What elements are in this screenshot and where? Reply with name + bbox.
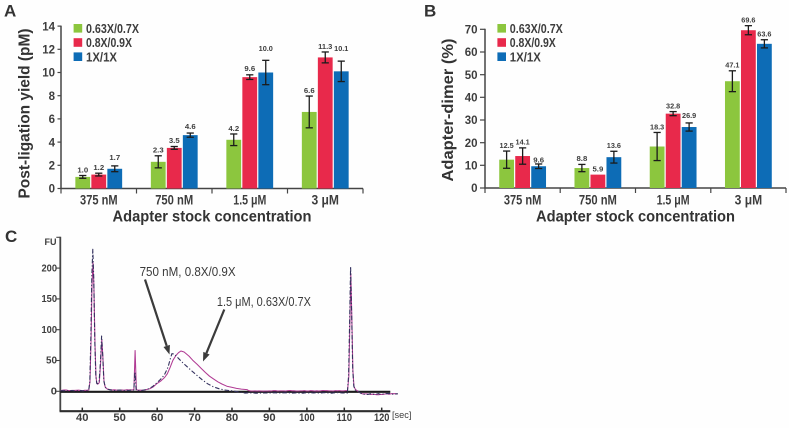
svg-text:4.2: 4.2 (228, 124, 239, 133)
svg-text:10.1: 10.1 (334, 44, 348, 53)
svg-text:375 nM: 375 nM (80, 193, 118, 208)
svg-text:0.63X/0.7X: 0.63X/0.7X (86, 22, 140, 36)
svg-text:50: 50 (46, 356, 57, 367)
svg-text:10.0: 10.0 (259, 44, 273, 53)
svg-text:12.5: 12.5 (500, 141, 514, 150)
svg-text:110: 110 (337, 412, 353, 424)
svg-text:B: B (424, 2, 436, 21)
svg-text:100: 100 (42, 325, 58, 336)
svg-text:6.6: 6.6 (304, 86, 315, 95)
svg-text:FU: FU (45, 237, 57, 247)
svg-text:9.6: 9.6 (533, 156, 544, 165)
svg-text:8: 8 (49, 91, 56, 103)
svg-text:60: 60 (151, 412, 164, 424)
svg-text:70: 70 (188, 412, 201, 424)
svg-text:20: 20 (465, 138, 478, 150)
svg-text:40: 40 (76, 412, 89, 424)
svg-text:50: 50 (113, 412, 126, 424)
svg-text:30: 30 (465, 115, 478, 127)
svg-text:80: 80 (226, 412, 239, 424)
svg-text:3 μM: 3 μM (311, 193, 339, 208)
svg-text:26.9: 26.9 (682, 111, 696, 120)
svg-text:1.5 μM: 1.5 μM (233, 193, 266, 208)
svg-text:13.6: 13.6 (607, 141, 621, 150)
svg-text:32.8: 32.8 (666, 101, 680, 110)
svg-text:0: 0 (51, 387, 58, 398)
svg-text:14.1: 14.1 (516, 138, 530, 147)
svg-text:3 μM: 3 μM (735, 193, 763, 208)
svg-text:100: 100 (299, 412, 315, 424)
svg-text:750 nM, 0.8X/0.9X: 750 nM, 0.8X/0.9X (140, 264, 236, 279)
svg-text:40: 40 (465, 93, 478, 105)
svg-text:0: 0 (49, 184, 55, 196)
svg-text:6: 6 (49, 114, 55, 126)
svg-text:1X/1X: 1X/1X (510, 50, 542, 64)
svg-text:2: 2 (49, 161, 55, 173)
svg-text:[sec]: [sec] (392, 410, 411, 420)
svg-text:375 nM: 375 nM (504, 193, 542, 208)
svg-text:47.1: 47.1 (725, 61, 739, 70)
svg-text:63.6: 63.6 (757, 30, 771, 39)
svg-text:9.6: 9.6 (244, 64, 255, 73)
svg-text:50: 50 (465, 70, 478, 82)
svg-text:3.5: 3.5 (169, 136, 180, 145)
svg-text:1.5 μM: 1.5 μM (657, 193, 690, 208)
svg-text:A: A (4, 2, 16, 21)
svg-text:1.5 μM, 0.63X/0.7X: 1.5 μM, 0.63X/0.7X (217, 294, 311, 309)
svg-text:2.3: 2.3 (153, 146, 164, 155)
svg-text:Adapter stock concentration: Adapter stock concentration (536, 209, 735, 226)
svg-text:69.6: 69.6 (741, 15, 755, 24)
svg-text:Adapter-dimer (%): Adapter-dimer (%) (440, 39, 457, 182)
svg-text:Post-ligation yield (pM): Post-ligation yield (pM) (17, 29, 34, 199)
svg-text:12: 12 (42, 45, 55, 57)
svg-text:750 nM: 750 nM (579, 193, 617, 208)
svg-text:5.9: 5.9 (592, 164, 603, 173)
svg-text:90: 90 (263, 412, 276, 424)
svg-text:4.6: 4.6 (185, 122, 196, 131)
svg-text:750 nM: 750 nM (155, 193, 193, 208)
svg-text:18.3: 18.3 (650, 122, 664, 131)
svg-text:70: 70 (465, 25, 478, 37)
svg-text:10: 10 (465, 161, 478, 173)
svg-text:8.8: 8.8 (576, 154, 587, 163)
svg-text:Adapter stock concentration: Adapter stock concentration (113, 209, 312, 226)
svg-text:14: 14 (42, 21, 55, 33)
svg-text:60: 60 (465, 47, 478, 59)
svg-text:0.63X/0.7X: 0.63X/0.7X (510, 22, 564, 36)
svg-text:1X/1X: 1X/1X (86, 50, 118, 64)
svg-text:1.7: 1.7 (109, 153, 120, 162)
svg-text:1.2: 1.2 (93, 163, 104, 172)
svg-text:0: 0 (471, 183, 477, 195)
svg-text:0.8X/0.9X: 0.8X/0.9X (86, 36, 133, 50)
svg-text:0.8X/0.9X: 0.8X/0.9X (510, 36, 557, 50)
svg-text:120: 120 (374, 412, 390, 424)
svg-text:4: 4 (49, 137, 56, 149)
svg-text:11.3: 11.3 (318, 42, 332, 51)
svg-text:C: C (5, 227, 17, 246)
svg-text:1.0: 1.0 (77, 165, 88, 174)
svg-text:200: 200 (42, 263, 58, 274)
svg-text:150: 150 (42, 294, 58, 305)
svg-text:10: 10 (42, 68, 55, 80)
